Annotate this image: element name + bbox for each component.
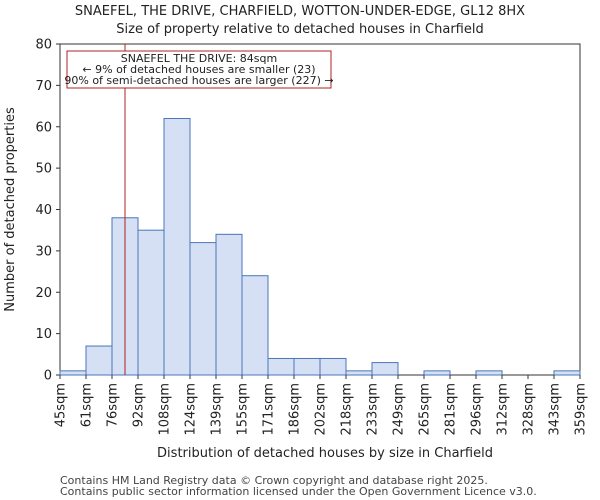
y-tick-label: 70 bbox=[35, 79, 52, 94]
x-tick-label: 61sqm bbox=[80, 383, 95, 427]
x-axis: 45sqm 61sqm 76sqm 92sqm 108sqm 124sqm 139sqm 15… bbox=[54, 375, 589, 436]
x-tick-label: 108sqm bbox=[158, 383, 173, 436]
bar bbox=[137, 229, 165, 376]
x-axis-label: Distribution of detached houses by size … bbox=[157, 446, 493, 461]
bar bbox=[189, 242, 217, 376]
plot-area: 0 10 20 30 40 50 60 70 80 45sqm 61sqm 76sqm 92sqm 10… bbox=[35, 38, 588, 436]
x-tick-label: 45sqm bbox=[54, 383, 69, 427]
bar bbox=[553, 370, 581, 376]
x-tick-label: 202sqm bbox=[314, 383, 329, 436]
bar bbox=[215, 233, 243, 376]
y-tick-label: 10 bbox=[35, 327, 52, 342]
annotation-line3: 90% of semi-detached houses are larger (… bbox=[64, 74, 333, 87]
x-tick-label: 312sqm bbox=[496, 383, 511, 436]
y-tick-label: 0 bbox=[44, 369, 52, 384]
x-tick-label: 218sqm bbox=[340, 383, 355, 436]
footer-line2: Contains public sector information licen… bbox=[60, 485, 537, 498]
x-tick-label: 76sqm bbox=[106, 383, 121, 427]
y-tick-label: 50 bbox=[35, 162, 52, 177]
y-axis: 0 10 20 30 40 50 60 70 80 bbox=[35, 38, 60, 384]
x-tick-label: 296sqm bbox=[470, 383, 485, 436]
bar bbox=[423, 370, 451, 376]
bar bbox=[345, 370, 373, 376]
bar bbox=[475, 370, 503, 376]
annotation-box: SNAEFEL THE DRIVE: 84sqm ← 9% of detache… bbox=[64, 50, 334, 89]
x-tick-label: 359sqm bbox=[574, 383, 589, 436]
x-tick-label: 265sqm bbox=[418, 383, 433, 436]
bar bbox=[241, 275, 269, 376]
bar bbox=[371, 362, 399, 376]
y-tick-label: 80 bbox=[35, 38, 52, 53]
bar bbox=[85, 345, 113, 376]
y-tick-label: 20 bbox=[35, 286, 52, 301]
bar bbox=[293, 357, 321, 376]
x-tick-label: 343sqm bbox=[548, 383, 563, 436]
chart-title-line2: Size of property relative to detached ho… bbox=[116, 22, 483, 37]
annotation-border bbox=[66, 50, 332, 89]
x-tick-label: 124sqm bbox=[184, 383, 199, 436]
x-tick-label: 186sqm bbox=[288, 383, 303, 436]
x-tick-label: 155sqm bbox=[236, 383, 251, 436]
x-tick-label: 328sqm bbox=[522, 383, 537, 436]
bar bbox=[319, 357, 347, 376]
x-tick-label: 139sqm bbox=[210, 383, 225, 436]
bar-series bbox=[59, 117, 581, 376]
x-tick-label: 171sqm bbox=[262, 383, 277, 436]
x-tick-label: 281sqm bbox=[444, 383, 459, 436]
bar bbox=[267, 357, 295, 376]
footer-line1: Contains HM Land Registry data © Crown c… bbox=[60, 474, 488, 487]
bar bbox=[59, 370, 87, 376]
annotation-line2: ← 9% of detached houses are smaller (23) bbox=[82, 63, 315, 76]
y-tick-label: 30 bbox=[35, 244, 52, 259]
y-axis-label: Number of detached properties bbox=[3, 107, 18, 312]
annotation-line1: SNAEFEL THE DRIVE: 84sqm bbox=[121, 52, 278, 65]
x-tick-label: 249sqm bbox=[392, 383, 407, 436]
y-tick-label: 60 bbox=[35, 120, 52, 135]
x-tick-label: 92sqm bbox=[132, 383, 147, 427]
y-tick-label: 40 bbox=[35, 203, 52, 218]
chart-title-line1: SNAEFEL, THE DRIVE, CHARFIELD, WOTTON-UN… bbox=[75, 4, 525, 19]
bar bbox=[163, 117, 191, 376]
x-tick-label: 233sqm bbox=[366, 383, 381, 436]
